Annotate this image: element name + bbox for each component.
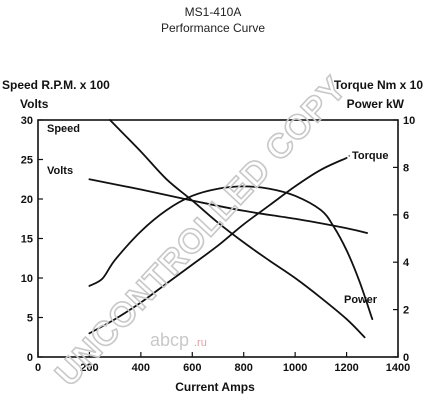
brand-logo-abcp: abcp: [150, 330, 189, 350]
series-label-torque: Torque: [352, 150, 388, 162]
series-line-power: [88, 185, 374, 320]
x-axis-label: Current Amps: [175, 380, 255, 394]
series-lines: Speed Volts Torque Power: [47, 119, 388, 339]
left-tick-label: 30: [21, 115, 33, 127]
series-label-volts: Volts: [47, 165, 73, 177]
x-tick-label: 800: [235, 362, 253, 374]
series-label-power: Power: [344, 294, 378, 306]
x-tick-label: 1400: [386, 362, 410, 374]
left-tick-label: 10: [21, 273, 33, 285]
series-line-speed: [109, 119, 366, 339]
x-tick-label: 200: [80, 362, 98, 374]
right-tick-label: 4: [403, 257, 410, 269]
x-tick-label: 400: [132, 362, 150, 374]
right-tick-label: 2: [403, 305, 409, 317]
chart-title: MS1-410A: [185, 5, 242, 19]
right-tick-label: 10: [403, 115, 415, 127]
x-tick-label: 600: [183, 362, 201, 374]
left-axis-label-volts: Volts: [20, 97, 49, 111]
right-tick-label: 0: [403, 352, 409, 364]
right-axis-label-torque: Torque Nm x 10: [334, 78, 423, 92]
series-line-torque: [88, 157, 348, 335]
left-tick-label: 5: [27, 313, 33, 325]
left-axis-label-speed: Speed R.P.M. x 100: [2, 78, 110, 92]
left-tick-label: 25: [21, 155, 33, 167]
x-tick-label: 1000: [283, 362, 307, 374]
x-tick-label: 0: [35, 362, 41, 374]
x-tick-label: 1200: [334, 362, 358, 374]
series-label-speed: Speed: [47, 123, 80, 135]
series-line-volts: [88, 178, 368, 234]
chart-subtitle: Performance Curve: [161, 21, 265, 35]
axis-ticks: 0 200 400 600 800 1000 1200 1400051015202530024…: [21, 115, 416, 374]
right-axis-label-power: Power kW: [347, 97, 405, 111]
brand-logo-suffix: .ru: [194, 337, 207, 349]
right-tick-label: 6: [403, 210, 409, 222]
left-tick-label: 15: [21, 234, 33, 246]
left-tick-label: 20: [21, 194, 33, 206]
right-tick-label: 8: [403, 162, 409, 174]
left-tick-label: 0: [27, 352, 33, 364]
